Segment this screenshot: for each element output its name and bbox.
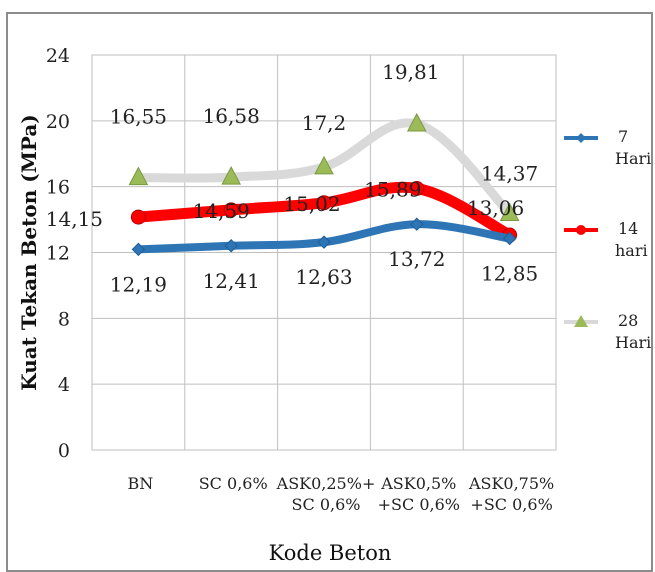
chart-frame: 0 4 8 12 16 20 24 BN SC 0,6% ASK0,25%+ SC 0,6% ASK0… bbox=[6, 12, 653, 572]
x-tick-label-line: ASK0,25%+ bbox=[276, 474, 376, 493]
data-label: 14,59 bbox=[193, 199, 250, 223]
x-tick-label-line: ASK0,5% bbox=[380, 474, 456, 493]
x-tick-label: ASK0,75% +SC 0,6% bbox=[468, 474, 554, 514]
data-label: 14,37 bbox=[481, 161, 538, 185]
x-tick-label: ASK0,25%+ SC 0,6% bbox=[276, 474, 376, 514]
series-marker bbox=[131, 242, 146, 257]
legend-label: 7 bbox=[618, 127, 628, 146]
data-label: 12,85 bbox=[481, 262, 538, 286]
series-marker bbox=[130, 209, 146, 225]
series-marker bbox=[224, 239, 238, 253]
y-tick-label: 12 bbox=[46, 243, 70, 265]
series-marker bbox=[316, 195, 332, 211]
y-tick-label: 8 bbox=[58, 308, 70, 330]
data-label: 19,81 bbox=[382, 60, 439, 84]
y-tick-label: 16 bbox=[46, 177, 70, 199]
series-marker bbox=[314, 155, 334, 175]
data-label: 12,19 bbox=[110, 272, 167, 296]
legend-label: Hari bbox=[615, 333, 651, 352]
data-label: 16,55 bbox=[110, 105, 167, 129]
y-tick-label: 24 bbox=[46, 45, 70, 67]
legend-marker bbox=[574, 315, 588, 327]
y-tick-label: 20 bbox=[46, 111, 70, 133]
series-marker bbox=[221, 166, 242, 185]
y-tick-label: 0 bbox=[58, 440, 70, 462]
data-label: 13,72 bbox=[388, 247, 445, 271]
y-axis-title: Kuat Tekan Beton (MPa) bbox=[17, 114, 41, 391]
series-marker bbox=[317, 235, 331, 249]
data-label: 17,2 bbox=[302, 111, 347, 135]
x-axis-title: Kode Beton bbox=[269, 541, 392, 565]
data-label: 16,58 bbox=[203, 104, 260, 128]
legend-marker bbox=[576, 133, 586, 143]
legend-marker bbox=[576, 225, 586, 235]
data-label: 12,63 bbox=[295, 265, 352, 289]
x-tick-label-line: BN bbox=[128, 474, 154, 493]
series-marker bbox=[410, 217, 424, 231]
legend-label: 28 bbox=[618, 311, 638, 330]
y-tick-label: 4 bbox=[58, 374, 70, 396]
series-marker bbox=[409, 180, 425, 196]
data-label: 12,41 bbox=[203, 269, 260, 293]
x-tick-label-line: +SC 0,6% bbox=[470, 495, 552, 514]
data-label: 15,02 bbox=[283, 192, 340, 216]
x-tick-label-line: SC 0,6% bbox=[199, 474, 268, 493]
series-marker bbox=[223, 202, 239, 218]
x-tick-label: BN bbox=[128, 474, 154, 493]
data-label: 13,06 bbox=[467, 196, 524, 220]
x-tick-label: SC 0,6% bbox=[199, 474, 268, 493]
series-marker bbox=[502, 231, 517, 246]
data-label: 15,89 bbox=[364, 177, 421, 201]
x-tick-label: ASK0,5% +SC 0,6% bbox=[378, 474, 460, 514]
series-marker bbox=[406, 112, 427, 132]
legend-label: hari bbox=[615, 241, 648, 260]
x-tick-label-line: SC 0,6% bbox=[292, 495, 361, 514]
legend-label: Hari bbox=[615, 149, 651, 168]
series-marker bbox=[128, 166, 149, 186]
series-marker bbox=[499, 202, 520, 221]
legend-label: 14 bbox=[618, 219, 638, 238]
x-tick-label-line: +SC 0,6% bbox=[378, 495, 460, 514]
data-label: 14,15 bbox=[46, 207, 103, 231]
x-tick-label-line: ASK0,75% bbox=[468, 474, 554, 493]
